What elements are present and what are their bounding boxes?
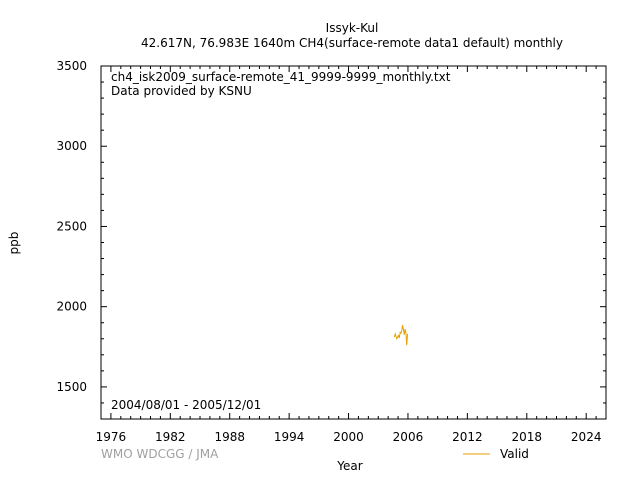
- annotation-period: 2004/08/01 - 2005/12/01: [111, 398, 261, 412]
- series-layer: [393, 325, 409, 346]
- x-tick-label: 2012: [452, 430, 483, 444]
- legend-label-valid: Valid: [500, 447, 529, 461]
- y-axis: 1500 2000 2500 3000 3500: [56, 59, 606, 420]
- x-tick-label: 1976: [96, 430, 127, 444]
- x-tick-label: 1982: [155, 430, 186, 444]
- annotation-filename: ch4_isk2009_surface-remote_41_9999-9999_…: [111, 70, 451, 84]
- chart-title: Issyk-Kul: [326, 21, 379, 35]
- series-line-valid: [393, 325, 409, 346]
- y-tick-label: 2500: [56, 219, 87, 233]
- credit-label: WMO WDCGG / JMA: [101, 447, 219, 461]
- y-axis-label: ppb: [7, 232, 21, 255]
- x-axis-label: Year: [336, 459, 362, 473]
- y-tick-label: 1500: [56, 380, 87, 394]
- y-tick-label: 3000: [56, 139, 87, 153]
- x-tick-label: 1988: [214, 430, 245, 444]
- plot-frame: [100, 65, 607, 420]
- annotation-provider: Data provided by KSNU: [111, 84, 252, 98]
- x-tick-label: 2018: [512, 430, 543, 444]
- x-tick-label: 1994: [274, 430, 305, 444]
- x-tick-label: 2024: [571, 430, 602, 444]
- x-tick-label: 2006: [393, 430, 424, 444]
- legend: Valid: [463, 447, 529, 461]
- x-tick-label: 2000: [333, 430, 364, 444]
- y-tick-label: 2000: [56, 300, 87, 314]
- chart-subtitle: 42.617N, 76.983E 1640m CH4(surface-remot…: [141, 36, 563, 50]
- x-axis: 1976 1982 1988 1994 2000 2006 2012 2018 2024: [96, 66, 607, 444]
- y-tick-label: 3500: [56, 59, 87, 73]
